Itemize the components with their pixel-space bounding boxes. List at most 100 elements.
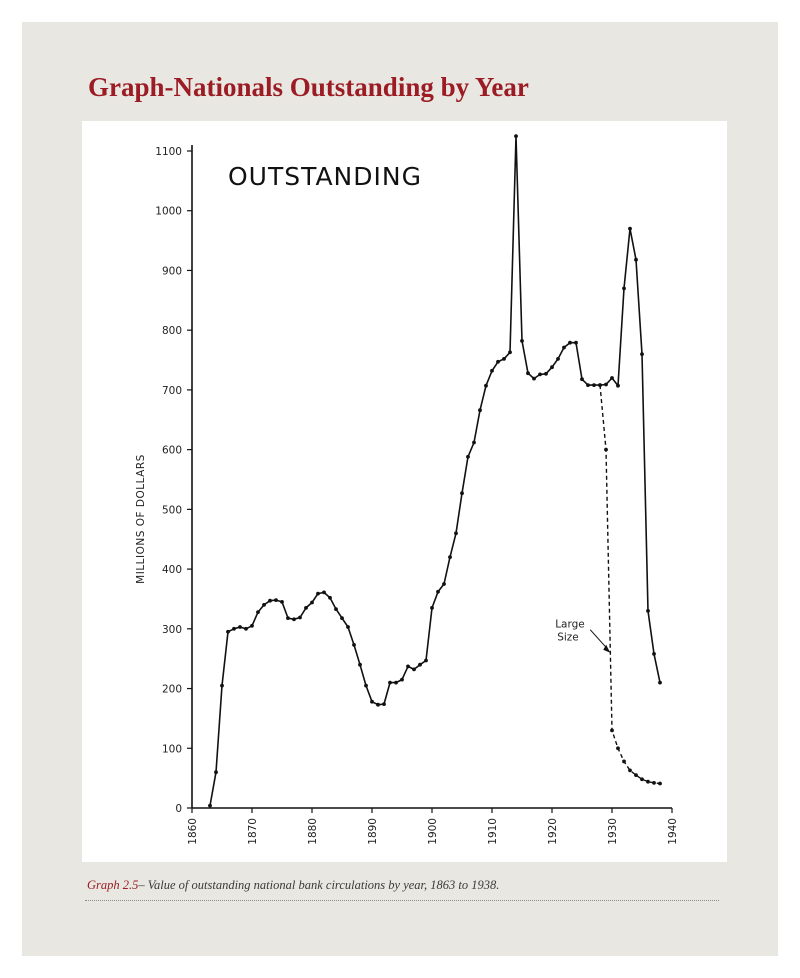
- outstanding-data-point: [526, 371, 530, 376]
- outstanding-data-point: [436, 589, 440, 594]
- x-tick-label: 1870: [247, 818, 259, 845]
- outstanding-data-point: [334, 607, 338, 611]
- outstanding-data-point: [454, 531, 458, 536]
- x-tick-label: 1860: [187, 818, 199, 845]
- outstanding-data-point: [430, 606, 434, 610]
- y-tick-label: 200: [162, 684, 182, 696]
- outstanding-data-point: [520, 339, 524, 343]
- outstanding-data-point: [304, 606, 308, 610]
- outstanding-data-point: [226, 629, 230, 634]
- outstanding-data-point: [256, 610, 260, 614]
- page-title: Graph-Nationals Outstanding by Year: [88, 72, 529, 102]
- outstanding-data-point: [208, 803, 212, 808]
- y-tick-label: 600: [162, 445, 182, 457]
- outstanding-data-point: [280, 600, 284, 604]
- annotation-label: Size: [557, 632, 579, 644]
- x-tick-label: 1890: [367, 818, 379, 845]
- large-size-data-point: [646, 779, 650, 784]
- outstanding-data-point: [466, 454, 470, 459]
- outstanding-data-point: [370, 699, 374, 704]
- outstanding-data-point: [310, 600, 314, 605]
- outstanding-data-point: [460, 491, 464, 496]
- outstanding-data-point: [286, 616, 290, 620]
- series-layer: [208, 134, 662, 808]
- annotation-arrowhead: [603, 644, 611, 653]
- outstanding-data-point: [538, 372, 542, 377]
- x-tick-label: 1940: [667, 818, 679, 845]
- outstanding-data-point: [574, 340, 578, 345]
- outstanding-data-point: [394, 680, 398, 685]
- outstanding-data-point: [244, 626, 248, 631]
- outstanding-data-point: [544, 371, 548, 376]
- outstanding-data-point: [658, 680, 662, 685]
- x-tick-label: 1920: [547, 818, 559, 845]
- x-tick-label: 1880: [307, 818, 319, 845]
- outstanding-data-point: [238, 625, 242, 629]
- y-ticks: 0 100 200 300 400 500 600 700 800 900 1000 1100: [155, 146, 192, 815]
- outstanding-data-point: [214, 770, 218, 775]
- outstanding-data-point: [490, 368, 494, 373]
- outstanding-data-point: [640, 352, 644, 356]
- y-tick-label: 1000: [155, 206, 182, 218]
- outstanding-data-point: [610, 376, 614, 380]
- outstanding-data-point: [250, 623, 254, 628]
- y-axis-label: MILLIONS OF DOLLARS: [135, 454, 147, 584]
- outstanding-data-point: [328, 595, 332, 600]
- outstanding-data-point: [472, 440, 476, 445]
- outstanding-data-point: [388, 680, 392, 685]
- outstanding-data-point: [622, 286, 626, 291]
- caption-divider: [85, 900, 719, 901]
- y-tick-label: 500: [162, 504, 182, 516]
- large-size-data-point: [628, 768, 632, 773]
- outstanding-data-point: [556, 357, 560, 361]
- outstanding-data-point: [322, 590, 326, 595]
- outstanding-data-point: [316, 591, 320, 596]
- outstanding-data-point: [232, 626, 236, 631]
- outstanding-data-point: [400, 677, 404, 682]
- outstanding-data-point: [448, 555, 452, 559]
- outstanding-data-point: [634, 257, 638, 262]
- outstanding-data-point: [562, 345, 566, 350]
- y-tick-label: 100: [162, 743, 182, 755]
- outstanding-data-point: [604, 382, 608, 387]
- outstanding-data-point: [418, 662, 422, 667]
- outstanding-data-point: [292, 617, 296, 622]
- outstanding-data-point: [406, 664, 410, 669]
- outstanding-data-point: [628, 226, 632, 231]
- large-size-data-point: [622, 759, 626, 764]
- outstanding-data-point: [376, 702, 380, 707]
- outstanding-data-point: [298, 615, 302, 620]
- y-tick-label: 800: [162, 325, 182, 337]
- y-tick-label: 0: [175, 803, 182, 815]
- large-size-data-point: [658, 781, 662, 786]
- chart-panel: 0 100 200 300 400 500 600 700 800 900 1000 1100 186…: [82, 121, 727, 862]
- outstanding-data-point: [568, 340, 572, 345]
- outstanding-data-point: [442, 582, 446, 586]
- y-tick-label: 700: [162, 385, 182, 397]
- y-tick-label: 400: [162, 564, 182, 576]
- x-tick-label: 1930: [607, 818, 619, 845]
- outstanding-data-point: [424, 658, 428, 663]
- outstanding-data-point: [502, 357, 506, 361]
- large-size-data-point: [604, 447, 608, 452]
- large-size-data-point: [610, 728, 614, 733]
- outstanding-data-point: [586, 383, 590, 387]
- large-size-data-point: [634, 773, 638, 777]
- outstanding-data-point: [580, 377, 584, 382]
- large-size-data-point: [598, 383, 602, 387]
- outstanding-data-point: [508, 350, 512, 355]
- axes-layer: [191, 145, 672, 809]
- outstanding-data-point: [358, 662, 362, 667]
- outstanding-data-point: [532, 376, 536, 381]
- y-tick-label: 300: [162, 624, 182, 636]
- y-tick-label: 900: [162, 265, 182, 277]
- x-ticks: 1860 1870 1880 1890 1900 1910 1920 1930 1940: [187, 808, 679, 845]
- outstanding-data-point: [652, 652, 656, 656]
- outstanding-data-point: [352, 643, 356, 647]
- large-size-data-point: [616, 746, 620, 751]
- large-size-series-line: [599, 385, 661, 785]
- y-tick-label: 1100: [155, 146, 182, 158]
- large-size-data-point: [652, 781, 656, 785]
- outstanding-data-point: [592, 383, 596, 387]
